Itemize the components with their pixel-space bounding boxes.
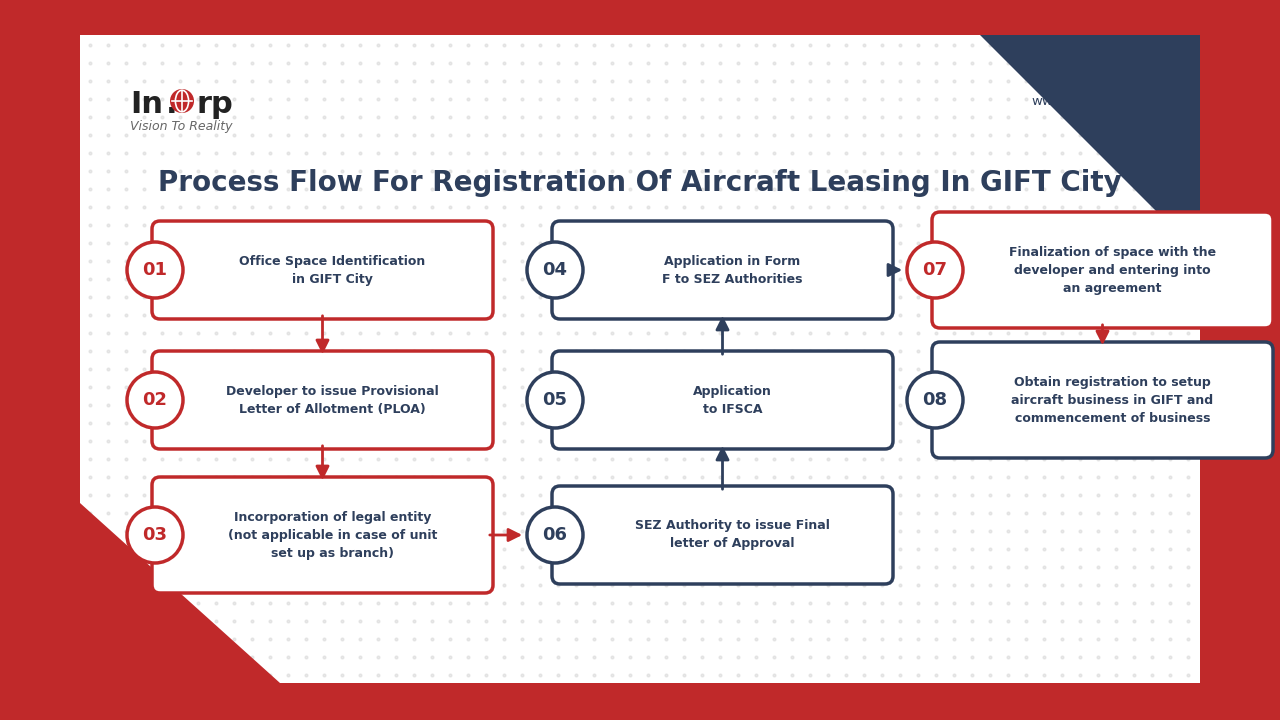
- Text: 02: 02: [142, 391, 168, 409]
- FancyBboxPatch shape: [81, 35, 1199, 683]
- Circle shape: [127, 242, 183, 298]
- Text: 07: 07: [923, 261, 947, 279]
- Text: .: .: [166, 90, 178, 119]
- FancyBboxPatch shape: [152, 351, 493, 449]
- Circle shape: [527, 507, 582, 563]
- Text: Developer to issue Provisional
Letter of Allotment (PLOA): Developer to issue Provisional Letter of…: [227, 384, 439, 415]
- Circle shape: [527, 372, 582, 428]
- FancyBboxPatch shape: [552, 221, 893, 319]
- Text: 01: 01: [142, 261, 168, 279]
- Text: www.incorpadvisory.in: www.incorpadvisory.in: [1032, 95, 1180, 108]
- Text: Process Flow For Registration Of Aircraft Leasing In GIFT City: Process Flow For Registration Of Aircraf…: [159, 169, 1121, 197]
- Circle shape: [170, 89, 195, 113]
- Text: Obtain registration to setup
aircraft business in GIFT and
commencement of busin: Obtain registration to setup aircraft bu…: [1011, 376, 1213, 425]
- Circle shape: [527, 242, 582, 298]
- Circle shape: [127, 507, 183, 563]
- Text: Incorporation of legal entity
(not applicable in case of unit
set up as branch): Incorporation of legal entity (not appli…: [228, 510, 438, 559]
- Text: Office Space Identification
in GIFT City: Office Space Identification in GIFT City: [239, 254, 426, 286]
- FancyBboxPatch shape: [932, 342, 1274, 458]
- Text: 06: 06: [543, 526, 567, 544]
- FancyBboxPatch shape: [552, 351, 893, 449]
- Text: Application
to IFSCA: Application to IFSCA: [692, 384, 772, 415]
- FancyBboxPatch shape: [932, 212, 1274, 328]
- Text: Application in Form
F to SEZ Authorities: Application in Form F to SEZ Authorities: [662, 254, 803, 286]
- FancyBboxPatch shape: [152, 477, 493, 593]
- Text: SEZ Authority to issue Final
letter of Approval: SEZ Authority to issue Final letter of A…: [635, 520, 829, 551]
- Circle shape: [127, 372, 183, 428]
- Text: 05: 05: [543, 391, 567, 409]
- Circle shape: [908, 242, 963, 298]
- Text: In: In: [131, 90, 163, 119]
- Text: 04: 04: [543, 261, 567, 279]
- Circle shape: [908, 372, 963, 428]
- FancyBboxPatch shape: [552, 486, 893, 584]
- Text: Vision To Reality: Vision To Reality: [131, 120, 233, 133]
- Polygon shape: [81, 503, 280, 683]
- Text: 08: 08: [923, 391, 947, 409]
- Polygon shape: [980, 35, 1199, 255]
- FancyBboxPatch shape: [152, 221, 493, 319]
- Text: 03: 03: [142, 526, 168, 544]
- Text: Finalization of space with the
developer and entering into
an agreement: Finalization of space with the developer…: [1009, 246, 1216, 294]
- Text: rp: rp: [196, 90, 233, 119]
